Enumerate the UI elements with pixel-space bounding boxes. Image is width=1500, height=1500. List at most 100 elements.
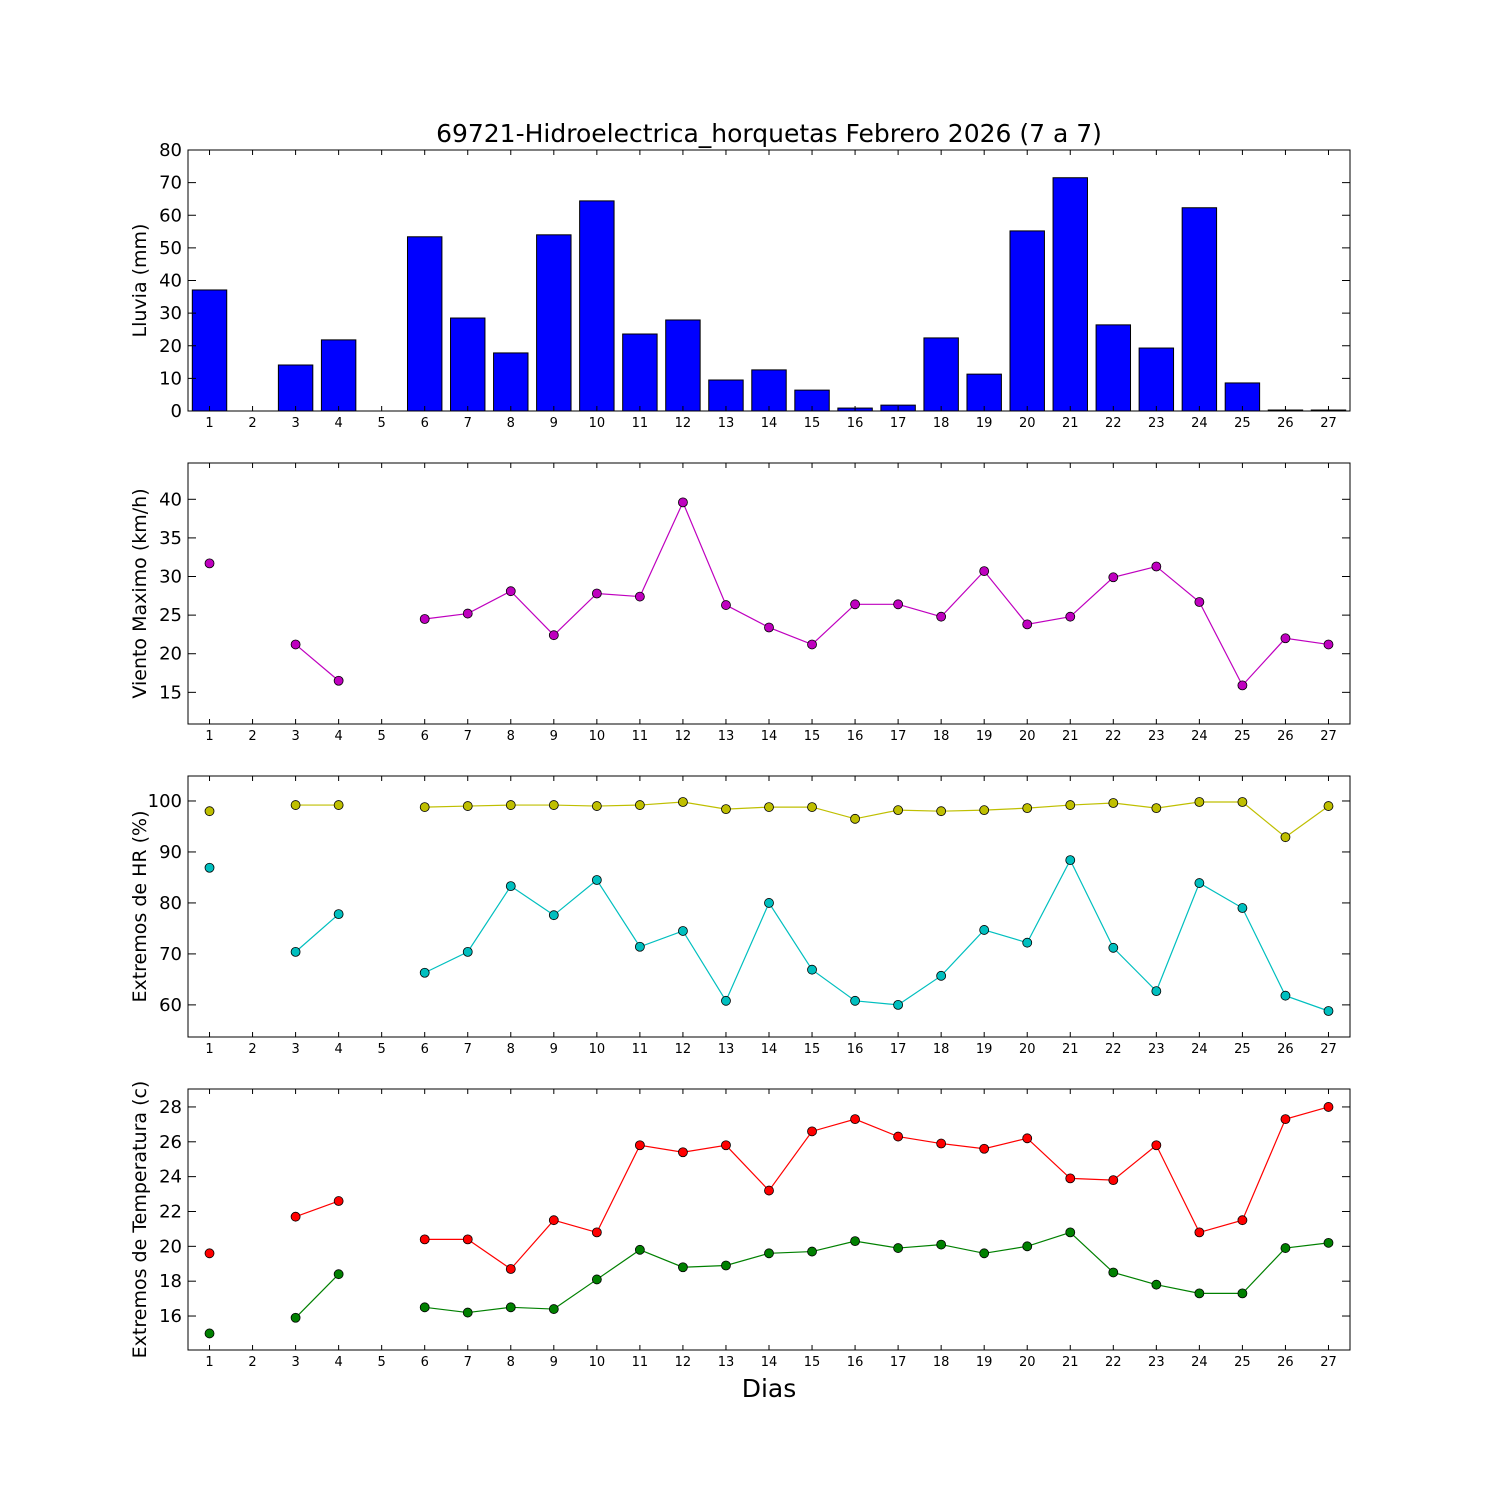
series-line bbox=[424, 1106, 1329, 1270]
point-day-11 bbox=[634, 941, 645, 952]
point-day-4 bbox=[333, 800, 344, 810]
series-line bbox=[424, 858, 1329, 1012]
bar-day-20 bbox=[1009, 230, 1045, 412]
point-day-1 bbox=[204, 1328, 215, 1339]
x-tick-label: 11 bbox=[632, 416, 649, 431]
x-tick-label: 1 bbox=[205, 1042, 213, 1057]
point-day-22 bbox=[1108, 1175, 1119, 1186]
point-day-8 bbox=[505, 1302, 516, 1313]
y-tick-label: 10 bbox=[159, 368, 182, 389]
x-tick-label: 20 bbox=[1019, 1042, 1036, 1057]
bar-day-18 bbox=[923, 337, 959, 412]
y-tick-label: 30 bbox=[159, 303, 182, 324]
point-day-7 bbox=[462, 1307, 473, 1318]
x-tick-label: 15 bbox=[804, 1042, 821, 1057]
x-tick-label: 4 bbox=[334, 1042, 342, 1057]
x-tick-label: 22 bbox=[1105, 1042, 1122, 1057]
point-day-22 bbox=[1108, 572, 1119, 583]
x-tick-label: 13 bbox=[718, 729, 735, 744]
point-day-12 bbox=[678, 1147, 688, 1158]
x-tick-label: 14 bbox=[761, 416, 778, 431]
x-tick-label: 25 bbox=[1234, 416, 1251, 431]
panel-4: Extremos de Temperatura (c) 1618202224262… bbox=[129, 1081, 1351, 1370]
y-tick-label: 20 bbox=[159, 1236, 182, 1257]
x-tick-label: 19 bbox=[976, 1042, 993, 1057]
plot-frame bbox=[187, 1088, 1351, 1351]
point-day-23 bbox=[1151, 803, 1162, 814]
x-axis-label: Dias bbox=[742, 1374, 797, 1403]
series-line bbox=[424, 500, 1329, 687]
x-tick-label: 8 bbox=[507, 1355, 515, 1370]
point-day-23 bbox=[1151, 1140, 1162, 1151]
x-tick-label: 16 bbox=[847, 1355, 864, 1370]
bar-day-14 bbox=[751, 369, 787, 412]
x-tick-label: 21 bbox=[1062, 729, 1079, 744]
x-tick-label: 10 bbox=[589, 1042, 606, 1057]
point-day-18 bbox=[936, 1138, 947, 1149]
x-tick-label: 11 bbox=[632, 729, 649, 744]
point-day-19 bbox=[979, 566, 990, 577]
x-tick-label: 12 bbox=[675, 729, 692, 744]
x-tick-label: 6 bbox=[421, 1355, 429, 1370]
y-tick-label: 100 bbox=[148, 791, 182, 812]
plot-frame bbox=[187, 462, 1351, 725]
point-day-3 bbox=[290, 946, 301, 957]
point-day-25 bbox=[1237, 680, 1248, 691]
point-day-1 bbox=[204, 806, 215, 817]
point-day-19 bbox=[979, 805, 990, 816]
bar-day-24 bbox=[1181, 207, 1218, 412]
x-tick-label: 26 bbox=[1277, 1042, 1294, 1057]
y-tick-label: 90 bbox=[159, 842, 182, 863]
x-tick-label: 19 bbox=[976, 416, 993, 431]
y-tick-label: 15 bbox=[159, 682, 182, 703]
point-day-13 bbox=[721, 600, 731, 610]
x-tick-label: 12 bbox=[675, 1042, 692, 1057]
x-tick-label: 3 bbox=[291, 1355, 299, 1370]
x-tick-label: 3 bbox=[291, 416, 299, 431]
point-day-11 bbox=[634, 1140, 645, 1151]
x-tick-label: 11 bbox=[632, 1042, 649, 1057]
x-tick-label: 21 bbox=[1062, 416, 1079, 431]
point-day-24 bbox=[1194, 597, 1205, 607]
x-tick-label: 5 bbox=[378, 729, 386, 744]
x-tick-label: 10 bbox=[589, 729, 606, 744]
point-day-15 bbox=[807, 1246, 817, 1257]
y-tick-label: 16 bbox=[159, 1306, 182, 1327]
x-tick-label: 24 bbox=[1191, 729, 1208, 744]
y-tick-label: 0 bbox=[171, 401, 182, 422]
point-day-15 bbox=[807, 964, 817, 975]
x-tick-label: 27 bbox=[1320, 729, 1337, 744]
x-tick-label: 4 bbox=[334, 416, 342, 431]
point-day-21 bbox=[1065, 800, 1076, 810]
point-day-20 bbox=[1022, 937, 1033, 948]
point-day-15 bbox=[807, 1126, 817, 1137]
bar-day-7 bbox=[450, 317, 486, 412]
x-tick-label: 6 bbox=[421, 416, 429, 431]
point-day-27 bbox=[1323, 801, 1334, 811]
y-axis-label: Lluvia (mm) bbox=[129, 224, 151, 338]
point-day-13 bbox=[721, 804, 731, 815]
x-tick-label: 15 bbox=[804, 1355, 821, 1370]
point-day-16 bbox=[850, 995, 860, 1006]
x-tick-label: 8 bbox=[507, 416, 515, 431]
point-day-6 bbox=[419, 614, 430, 624]
y-tick-label: 18 bbox=[159, 1271, 182, 1292]
y-tick-label: 35 bbox=[159, 528, 182, 549]
series-line bbox=[424, 1231, 1329, 1314]
x-tick-label: 22 bbox=[1105, 729, 1122, 744]
point-day-4 bbox=[333, 1269, 344, 1280]
x-tick-label: 14 bbox=[761, 1355, 778, 1370]
y-tick-label: 80 bbox=[159, 140, 182, 161]
x-tick-label: 25 bbox=[1234, 1355, 1251, 1370]
x-tick-label: 18 bbox=[933, 416, 950, 431]
point-day-20 bbox=[1022, 1241, 1033, 1252]
point-day-6 bbox=[419, 1234, 430, 1245]
point-day-1 bbox=[204, 1248, 215, 1259]
point-day-20 bbox=[1022, 1133, 1033, 1144]
x-tick-label: 1 bbox=[205, 729, 213, 744]
y-tick-label: 80 bbox=[159, 893, 182, 914]
chart-title: 69721-Hidroelectrica_horquetas Febrero 2… bbox=[436, 119, 1102, 148]
point-day-19 bbox=[979, 1248, 990, 1259]
